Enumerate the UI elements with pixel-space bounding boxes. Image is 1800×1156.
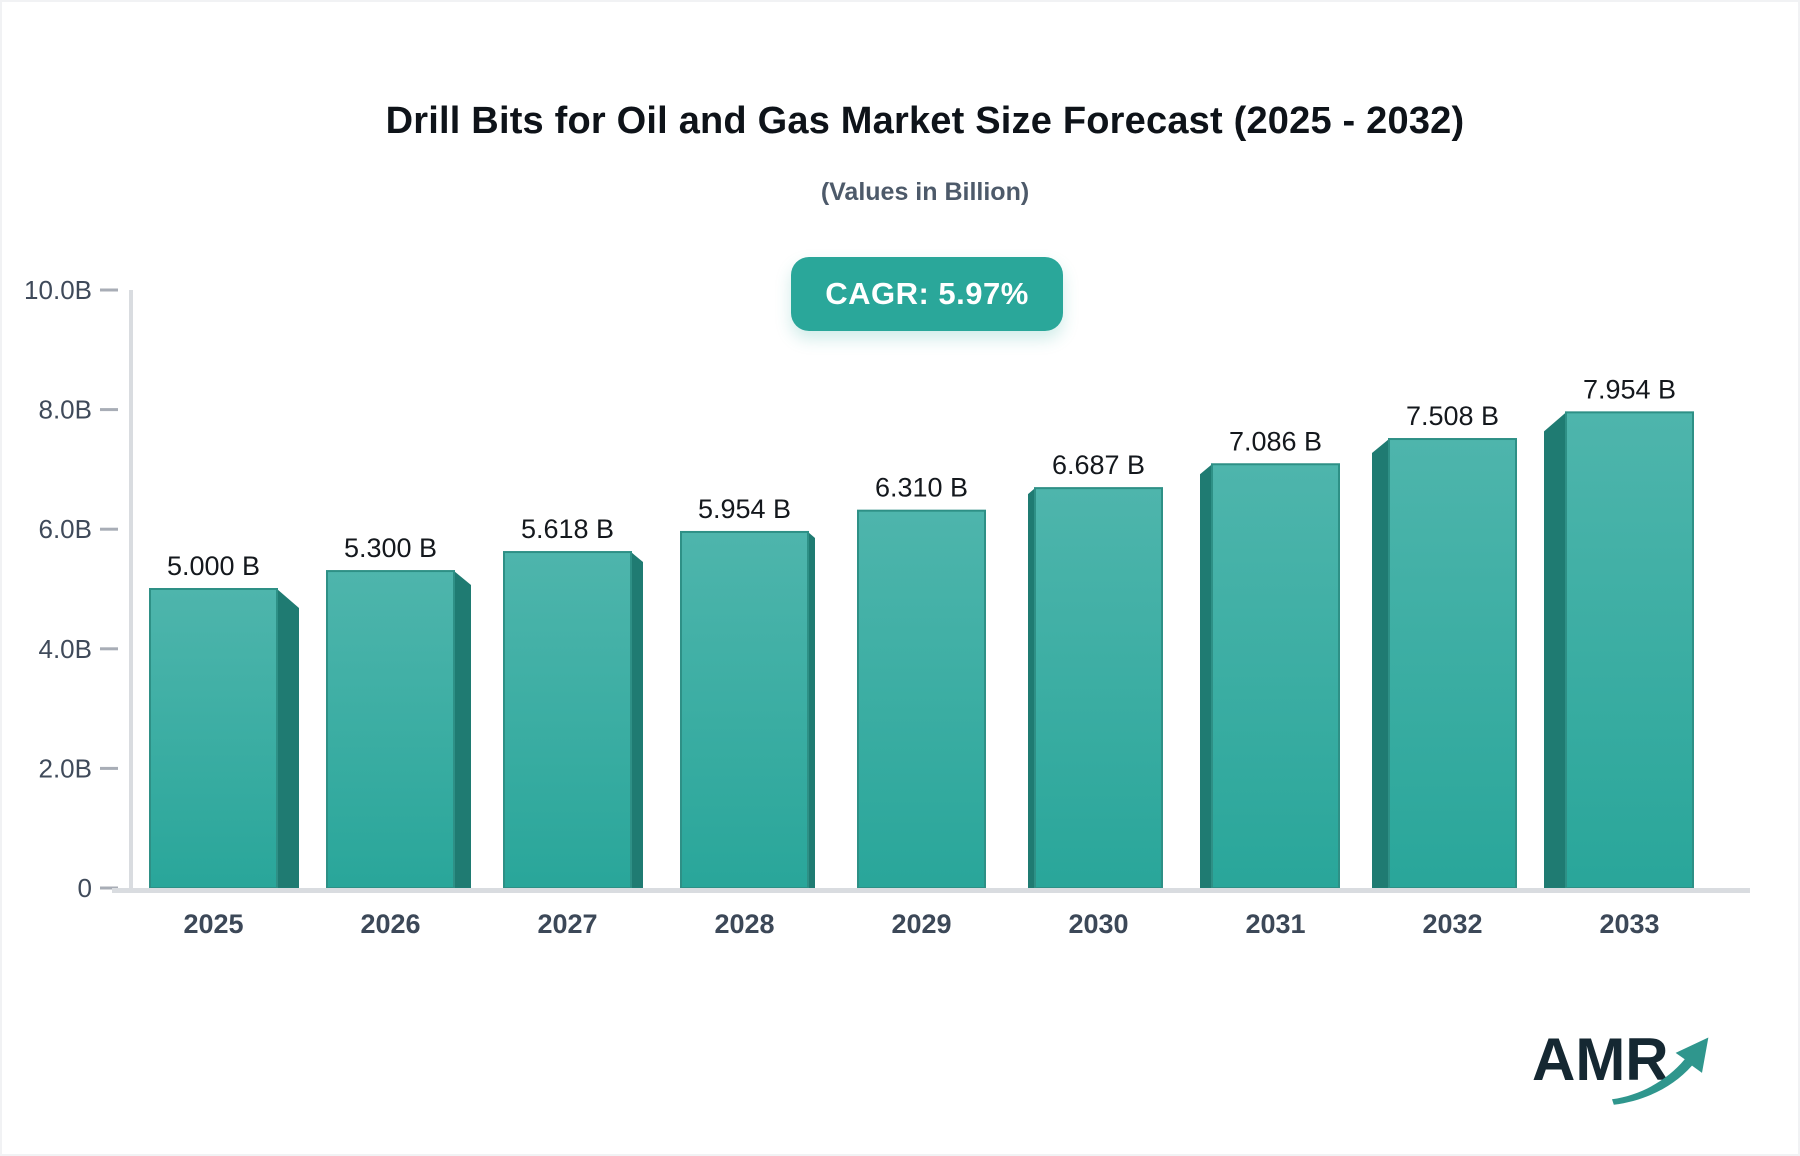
- bar-front-face: [1565, 411, 1694, 889]
- bar-value-label: 6.310 B: [875, 473, 968, 503]
- bar-value-label: 5.618 B: [521, 514, 614, 544]
- cagr-badge: CAGR: 5.97%: [791, 257, 1063, 331]
- bar-front-face: [1211, 463, 1340, 889]
- y-tick-label: 0: [78, 873, 92, 903]
- y-tick-mark: [100, 288, 118, 292]
- y-tick-mark: [100, 527, 118, 531]
- chart-subtitle: (Values in Billion): [820, 178, 1030, 206]
- bar-value-label: 7.508 B: [1406, 401, 1499, 431]
- bar-side-face: [1372, 439, 1389, 888]
- bar-front-face: [1388, 438, 1517, 889]
- bar-front-face: [326, 570, 455, 889]
- bar-side-face: [1544, 412, 1566, 888]
- y-tick-label: 8.0B: [39, 395, 93, 425]
- bar-value-label: 5.300 B: [344, 533, 437, 563]
- bar-value-label: 5.954 B: [698, 494, 791, 524]
- bar-group-2031: 7.086 B 2031: [1200, 426, 1340, 939]
- bar-value-label: 5.000 B: [167, 551, 260, 581]
- bar-value-label: 6.687 B: [1052, 450, 1145, 480]
- bar-front-face: [149, 588, 278, 889]
- chart-title: Drill Bits for Oil and Gas Market Size F…: [385, 100, 1465, 142]
- x-axis-year-label: 2028: [714, 909, 774, 939]
- bar-front-face: [503, 551, 632, 889]
- x-axis-line: [112, 888, 1750, 893]
- bar-side-face: [631, 552, 643, 888]
- x-axis-year-label: 2026: [360, 909, 420, 939]
- y-tick-mark: [100, 766, 118, 770]
- bar-side-face: [1028, 488, 1035, 888]
- logo-text: AMR: [1532, 1026, 1669, 1093]
- bar-value-label: 7.086 B: [1229, 426, 1322, 456]
- bar-group-2026: 5.300 B 2026: [326, 533, 471, 939]
- bar-group-2025: 5.000 B 2025: [149, 551, 299, 939]
- bar-side-face: [454, 571, 471, 888]
- bar-side-face: [277, 589, 299, 888]
- bar-front-face: [857, 509, 986, 889]
- y-tick-mark: [100, 647, 118, 651]
- bar-side-face: [808, 531, 815, 888]
- y-tick-mark: [100, 408, 118, 412]
- logo-arrow-icon: [1612, 1037, 1709, 1105]
- x-axis-year-label: 2033: [1599, 909, 1659, 939]
- bar-front-face: [1034, 487, 1163, 889]
- bar-side-face: [1200, 464, 1212, 888]
- y-tick-label: 6.0B: [39, 514, 93, 544]
- y-tick-mark: [100, 886, 118, 890]
- x-axis-year-label: 2027: [537, 909, 597, 939]
- bar-group-2030: 6.687 B 2030: [1028, 450, 1163, 939]
- bar-group-2032: 7.508 B 2032: [1372, 401, 1517, 939]
- x-axis-year-label: 2031: [1245, 909, 1305, 939]
- y-tick-label: 2.0B: [39, 753, 93, 783]
- x-axis-year-label: 2025: [183, 909, 243, 939]
- y-tick-label: 10.0B: [24, 275, 92, 305]
- bar-group-2027: 5.618 B 2027: [503, 514, 643, 939]
- amr-logo: AMR: [1532, 1030, 1732, 1120]
- x-axis-year-label: 2032: [1422, 909, 1482, 939]
- x-axis-year-label: 2030: [1068, 909, 1128, 939]
- x-axis-year-label: 2029: [891, 909, 951, 939]
- bar-front-face: [680, 530, 809, 889]
- bar-group-2029: 6.310 B 2029: [857, 473, 986, 939]
- y-tick-label: 4.0B: [39, 634, 93, 664]
- bar-value-label: 7.954 B: [1583, 374, 1676, 404]
- bar-group-2028: 5.954 B 2028: [680, 494, 815, 939]
- bar-group-2033: 7.954 B 2033: [1544, 374, 1694, 939]
- y-axis-line: [129, 290, 133, 888]
